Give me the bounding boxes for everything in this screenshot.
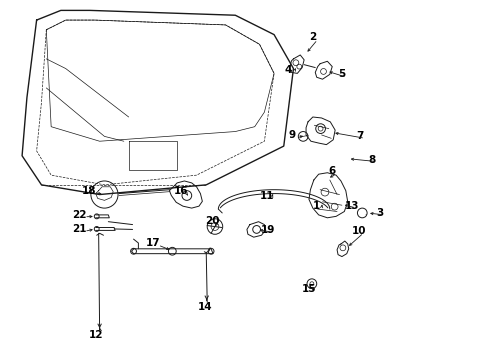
Text: 7: 7 (357, 131, 364, 141)
Text: 22: 22 (72, 210, 87, 220)
Text: 9: 9 (289, 130, 296, 140)
Text: 14: 14 (198, 302, 213, 312)
Text: 16: 16 (174, 186, 188, 196)
Text: 15: 15 (302, 284, 316, 294)
Text: 5: 5 (338, 69, 345, 79)
Text: 19: 19 (261, 225, 275, 235)
Text: 10: 10 (352, 226, 366, 236)
Text: 17: 17 (146, 238, 160, 248)
Text: 13: 13 (344, 201, 359, 211)
Text: 1: 1 (313, 201, 320, 211)
Text: 4: 4 (285, 64, 293, 75)
Text: 8: 8 (368, 155, 376, 165)
Text: 11: 11 (260, 190, 274, 201)
Text: 2: 2 (309, 32, 317, 42)
Text: 12: 12 (89, 330, 103, 340)
Text: 21: 21 (72, 224, 87, 234)
Text: 6: 6 (329, 166, 336, 176)
Text: 18: 18 (82, 186, 96, 196)
Text: 3: 3 (376, 208, 383, 218)
Text: 20: 20 (205, 216, 220, 226)
